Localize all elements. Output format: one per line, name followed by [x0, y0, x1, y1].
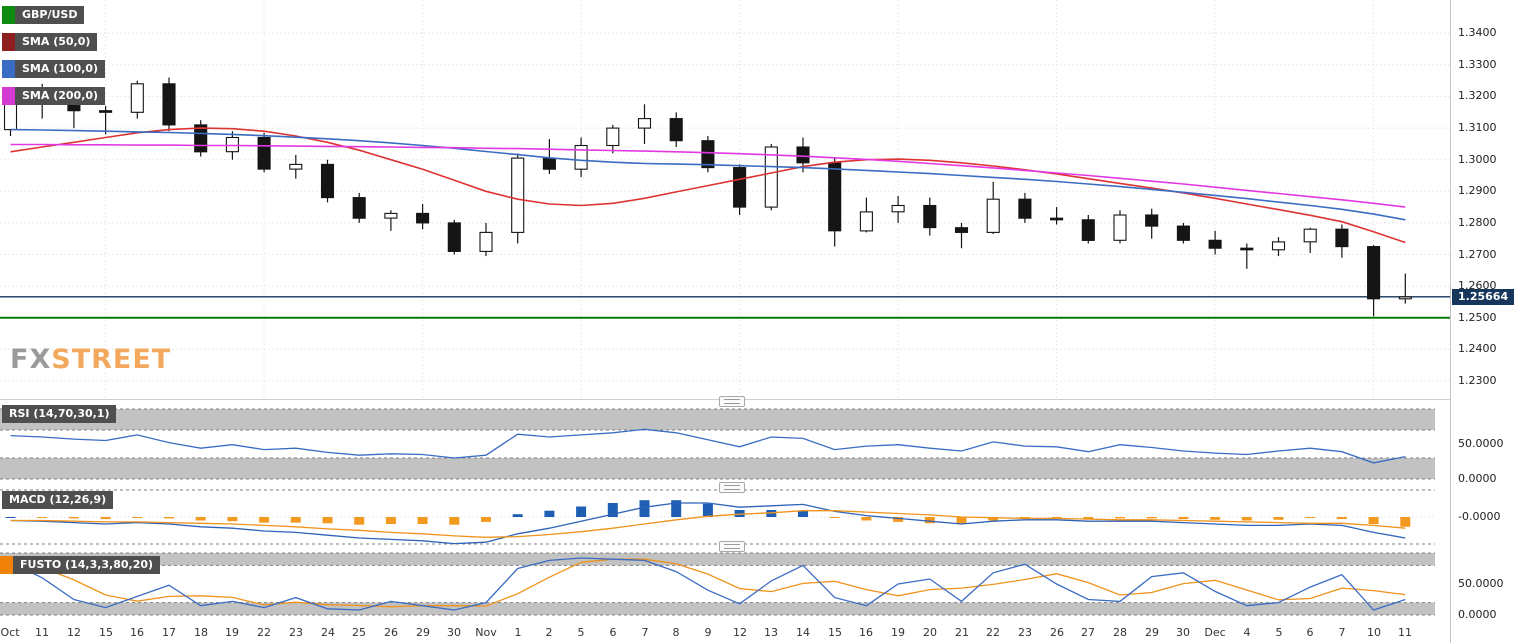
rsi-axis-label: 50.0000 — [1458, 437, 1504, 450]
x-axis-label: 6 — [609, 626, 617, 639]
x-axis-label: 7 — [1338, 626, 1346, 639]
legend-label: SMA (100,0) — [15, 60, 106, 78]
price-axis-line — [1450, 0, 1451, 643]
x-axis-label: 13 — [764, 626, 778, 639]
x-axis-label: 6 — [1306, 626, 1314, 639]
price-axis-label: 1.3000 — [1458, 153, 1497, 166]
x-axis-label: 11 — [1398, 626, 1412, 639]
x-axis-label: 19 — [225, 626, 239, 639]
x-axis-label: 30 — [447, 626, 461, 639]
x-axis-label: Nov — [475, 626, 497, 639]
fxstreet-logo-fx: FX — [10, 344, 52, 375]
x-axis-label: 25 — [352, 626, 366, 639]
price-axis-label: 1.3200 — [1458, 89, 1497, 102]
x-axis-label: 5 — [577, 626, 585, 639]
legend-item: SMA (50,0) — [2, 33, 98, 51]
legend-item: GBP/USD — [2, 6, 85, 24]
x-axis-label: 8 — [672, 626, 680, 639]
price-axis-label: 1.3300 — [1458, 58, 1497, 71]
x-axis-label: 24 — [321, 626, 335, 639]
macd-indicator-label[interactable]: MACD (12,26,9) — [2, 491, 114, 509]
panel-resize-handle[interactable] — [719, 482, 745, 493]
rsi-axis-label: 0.0000 — [1458, 472, 1497, 485]
x-axis-label: 15 — [99, 626, 113, 639]
x-axis-label: 12 — [733, 626, 747, 639]
x-axis-label: 2 — [545, 626, 553, 639]
rsi-indicator-label[interactable]: RSI (14,70,30,1) — [2, 405, 117, 423]
price-axis-label: 1.3100 — [1458, 121, 1497, 134]
price-axis-label: 1.2800 — [1458, 216, 1497, 229]
x-axis-label: 26 — [1050, 626, 1064, 639]
time-axis[interactable]: Oct 11 12 15 16 17 18 19 22 23 24 25 26 29 30 Nov 1 2 5 6 7 8… — [0, 622, 1450, 643]
x-axis-label: 29 — [416, 626, 430, 639]
price-chart-canvas[interactable] — [0, 0, 1450, 400]
x-axis-label: 5 — [1275, 626, 1283, 639]
x-axis-label: 11 — [35, 626, 49, 639]
legend-swatch-icon — [2, 87, 15, 105]
x-axis-label: 1 — [514, 626, 522, 639]
fusto-indicator-label[interactable]: FUSTO (14,3,3,80,20) — [13, 556, 161, 574]
x-axis-label: 10 — [1367, 626, 1381, 639]
legend-swatch-icon — [2, 6, 15, 24]
x-axis-label: 29 — [1145, 626, 1159, 639]
x-axis-label: 23 — [289, 626, 303, 639]
legend-item: SMA (200,0) — [2, 87, 106, 105]
x-axis-label: 17 — [162, 626, 176, 639]
fusto-axis-label: 0.0000 — [1458, 608, 1497, 621]
x-axis-label: 26 — [384, 626, 398, 639]
price-axis-label: 1.2300 — [1458, 374, 1497, 387]
x-axis-label: 16 — [859, 626, 873, 639]
x-axis-label: 21 — [955, 626, 969, 639]
legend-swatch-icon — [2, 60, 15, 78]
macd-panel-canvas[interactable] — [0, 489, 1435, 545]
x-axis-label: 27 — [1081, 626, 1095, 639]
macd-axis-label: -0.0000 — [1458, 510, 1501, 523]
price-axis-label: 1.3400 — [1458, 26, 1497, 39]
x-axis-label: 18 — [194, 626, 208, 639]
x-axis-label: 14 — [796, 626, 810, 639]
x-axis-label: 19 — [891, 626, 905, 639]
price-axis-label: 1.2500 — [1458, 311, 1497, 324]
fxstreet-logo: FXSTREET — [10, 344, 171, 375]
legend-label: SMA (200,0) — [15, 87, 106, 105]
fxstreet-logo-street: STREET — [51, 344, 172, 375]
price-axis-label: 1.2900 — [1458, 184, 1497, 197]
x-axis-label: 22 — [986, 626, 1000, 639]
legend-item: SMA (100,0) — [2, 60, 106, 78]
x-axis-label: 9 — [704, 626, 712, 639]
x-axis-label: 15 — [828, 626, 842, 639]
panel-resize-handle[interactable] — [719, 396, 745, 407]
fusto-panel-canvas[interactable] — [0, 549, 1435, 619]
x-axis-label: Oct — [0, 626, 20, 639]
fusto-axis-label: 50.0000 — [1458, 577, 1504, 590]
x-axis-label: 22 — [257, 626, 271, 639]
x-axis-label: 28 — [1113, 626, 1127, 639]
current-price-badge: 1.25664 — [1452, 289, 1515, 305]
rsi-panel-canvas[interactable] — [0, 403, 1435, 485]
x-axis-label: 20 — [923, 626, 937, 639]
legend-swatch-icon — [2, 33, 15, 51]
legend-label: GBP/USD — [15, 6, 85, 24]
x-axis-label: 30 — [1176, 626, 1190, 639]
fusto-swatch-icon — [0, 556, 13, 574]
x-axis-label: 12 — [67, 626, 81, 639]
x-axis-label: 4 — [1243, 626, 1251, 639]
legend-label: SMA (50,0) — [15, 33, 98, 51]
x-axis-label: 16 — [130, 626, 144, 639]
x-axis-label: 7 — [641, 626, 649, 639]
x-axis-label: 23 — [1018, 626, 1032, 639]
price-axis-label: 1.2700 — [1458, 248, 1497, 261]
panel-resize-handle[interactable] — [719, 541, 745, 552]
price-axis-label: 1.2400 — [1458, 342, 1497, 355]
x-axis-label: Dec — [1204, 626, 1226, 639]
